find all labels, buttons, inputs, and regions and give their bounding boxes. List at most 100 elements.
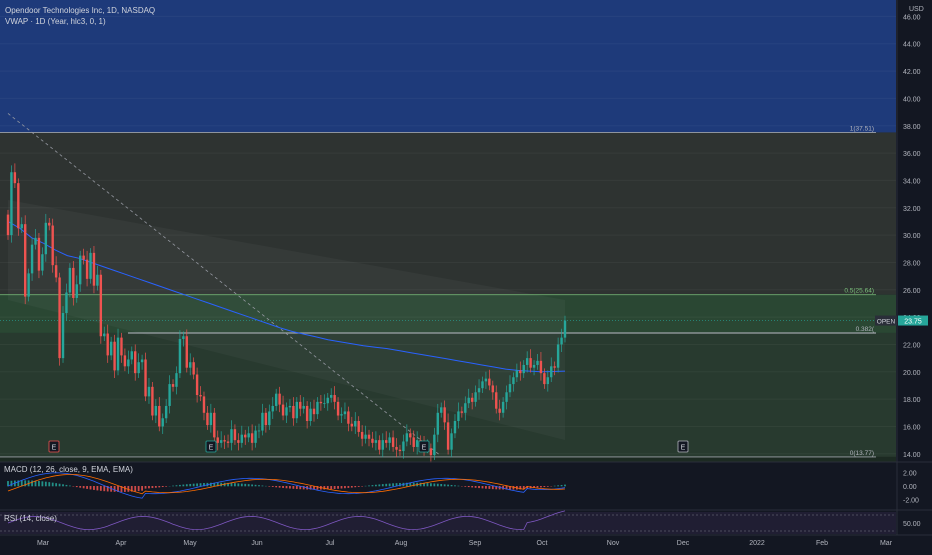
- candle-body: [437, 413, 439, 435]
- candle-body: [86, 260, 88, 279]
- macd-histogram-bar: [492, 486, 494, 489]
- y-tick-label: 40.00: [903, 96, 921, 103]
- macd-histogram-bar: [427, 483, 429, 486]
- candle-body: [31, 245, 33, 274]
- candle-body: [21, 224, 23, 228]
- candle-body: [96, 275, 98, 286]
- candle-body: [327, 398, 329, 403]
- candle-body: [416, 440, 418, 447]
- macd-histogram-bar: [59, 484, 61, 487]
- candle-body: [206, 413, 208, 425]
- x-tick-label: Apr: [116, 540, 128, 547]
- x-tick-label: Jul: [326, 540, 335, 547]
- candle-body: [492, 385, 494, 392]
- macd-histogram-bar: [162, 486, 164, 487]
- candle-body: [155, 406, 157, 416]
- candle-body: [210, 413, 212, 425]
- earnings-marker-label: E: [681, 445, 686, 452]
- candle-body: [45, 223, 47, 254]
- macd-histogram-bar: [440, 484, 442, 486]
- macd-histogram-bar: [31, 481, 33, 487]
- candle-body: [430, 448, 432, 455]
- macd-histogram-bar: [564, 485, 566, 487]
- macd-histogram-bar: [79, 486, 81, 488]
- macd-histogram-bar: [543, 486, 545, 487]
- macd-histogram-bar: [286, 486, 288, 488]
- macd-histogram-bar: [344, 486, 346, 488]
- candle-body: [354, 421, 356, 426]
- y-tick-label: 42.00: [903, 69, 921, 76]
- candle-body: [51, 226, 53, 266]
- candle-body: [82, 256, 84, 260]
- candle-body: [120, 338, 122, 356]
- candle-body: [557, 344, 559, 367]
- candle-body: [371, 439, 373, 443]
- candle-body: [272, 406, 274, 411]
- macd-histogram-bar: [547, 486, 549, 487]
- x-tick-label: Feb: [816, 540, 828, 547]
- candle-body: [454, 421, 456, 433]
- earnings-marker: E: [49, 441, 59, 452]
- candle-body: [406, 433, 408, 441]
- candle-body: [498, 409, 500, 413]
- rsi-tick-label: 50.00: [903, 521, 921, 528]
- macd-histogram-bar: [134, 486, 136, 491]
- candle-body: [468, 398, 470, 403]
- macd-histogram-bar: [186, 484, 188, 486]
- candle-body: [481, 381, 483, 388]
- candle-body: [316, 402, 318, 414]
- candle-body: [523, 365, 525, 373]
- candle-body: [543, 373, 545, 384]
- candle-body: [289, 406, 291, 407]
- macd-histogram-bar: [375, 485, 377, 487]
- candle-body: [433, 435, 435, 456]
- macd-signal-line: [8, 475, 565, 494]
- y-tick-label: 20.00: [903, 370, 921, 377]
- candle-body: [217, 437, 219, 442]
- macd-histogram-bar: [45, 482, 47, 487]
- candle-body: [526, 358, 528, 365]
- macd-histogram-bar: [69, 486, 71, 487]
- macd-histogram-bar: [447, 485, 449, 487]
- macd-histogram-bar: [66, 485, 68, 486]
- macd-histogram-bar: [444, 484, 446, 486]
- candle-body: [124, 355, 126, 366]
- macd-histogram-bar: [258, 485, 260, 486]
- macd-tick-label: 0.00: [903, 484, 917, 491]
- earnings-marker: E: [206, 441, 216, 452]
- macd-histogram-bar: [275, 486, 277, 487]
- candle-body: [227, 441, 229, 442]
- macd-histogram-bar: [55, 483, 57, 486]
- macd-legend: MACD (12, 26, close, 9, EMA, EMA): [4, 465, 133, 474]
- x-tick-label: 2022: [749, 540, 765, 547]
- candle-body: [234, 429, 236, 440]
- macd-histogram-bar: [399, 483, 401, 486]
- macd-histogram-bar: [334, 486, 336, 489]
- macd-histogram-bar: [351, 486, 353, 488]
- candle-body: [247, 433, 249, 437]
- rsi-legend: RSI (14, close): [4, 514, 57, 523]
- candle-body: [361, 432, 363, 439]
- candle-body: [375, 440, 377, 443]
- candle-body: [337, 402, 339, 416]
- macd-histogram-bar: [38, 481, 40, 486]
- candle-body: [344, 411, 346, 414]
- y-tick-label: 32.00: [903, 206, 921, 213]
- macd-histogram-bar: [24, 480, 26, 486]
- macd-histogram-bar: [41, 481, 43, 486]
- y-tick-label: 18.00: [903, 397, 921, 404]
- earnings-marker-label: E: [422, 445, 427, 452]
- candle-body: [14, 172, 16, 183]
- fib-zone-below-0: [0, 457, 896, 462]
- candle-body: [24, 224, 26, 296]
- fib-level-label: 1(37.51): [850, 125, 874, 132]
- candle-body: [351, 424, 353, 427]
- macd-histogram-bar: [451, 485, 453, 486]
- candle-body: [385, 440, 387, 443]
- candle-body: [148, 387, 150, 397]
- candle-body: [58, 277, 60, 358]
- candle-body: [340, 414, 342, 415]
